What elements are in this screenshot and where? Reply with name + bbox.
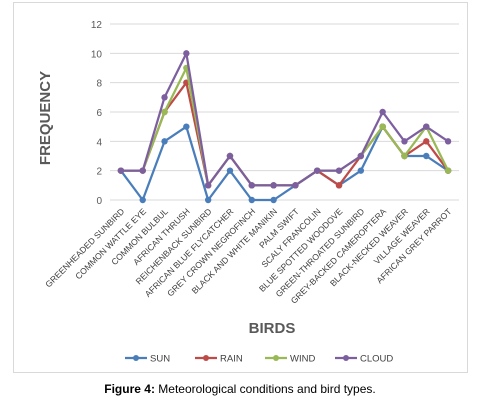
legend: SUN RAIN WIND CLOUD bbox=[125, 354, 393, 365]
data-point bbox=[444, 138, 452, 145]
legend-marker bbox=[133, 355, 139, 361]
data-point bbox=[183, 123, 190, 130]
y-axis-ticks: 0 2 4 6 8 10 12 bbox=[91, 20, 103, 207]
y-tick-label: 12 bbox=[91, 20, 103, 31]
legend-marker bbox=[273, 355, 279, 361]
data-point bbox=[161, 138, 168, 145]
series-lines bbox=[117, 50, 452, 204]
data-point bbox=[423, 123, 430, 130]
data-point bbox=[161, 94, 168, 101]
legend-label: CLOUD bbox=[360, 354, 393, 365]
legend-marker bbox=[343, 355, 349, 361]
x-tick-label: GREENHEADED SUNBIRD bbox=[43, 206, 126, 289]
data-point bbox=[139, 196, 146, 204]
y-tick-label: 4 bbox=[96, 137, 102, 148]
data-point bbox=[183, 50, 190, 57]
series-line bbox=[120, 125, 449, 202]
data-point bbox=[401, 152, 408, 160]
y-axis-title: FREQUENCY bbox=[37, 71, 54, 165]
data-point bbox=[335, 182, 343, 189]
data-point bbox=[117, 167, 125, 174]
data-point bbox=[248, 182, 255, 189]
data-point bbox=[270, 196, 277, 204]
legend-marker bbox=[203, 355, 209, 361]
series-cloud bbox=[117, 50, 452, 189]
data-point bbox=[139, 167, 146, 174]
data-point bbox=[379, 123, 386, 130]
gridlines bbox=[110, 23, 459, 201]
data-point bbox=[401, 138, 408, 145]
data-point bbox=[226, 152, 234, 160]
figure-caption: Figure 4: Meteorological conditions and … bbox=[0, 382, 480, 396]
data-point bbox=[248, 196, 255, 204]
legend-label: WIND bbox=[290, 354, 315, 365]
data-point bbox=[423, 152, 430, 160]
legend-item-rain: RAIN bbox=[195, 354, 243, 365]
data-point bbox=[161, 108, 168, 116]
caption-label: Figure 4: bbox=[104, 382, 155, 396]
legend-label: RAIN bbox=[220, 354, 243, 365]
chart-frame: 0 2 4 6 8 10 12 GREENHEADED SUNBIRD COMMON WATT… bbox=[13, 2, 468, 373]
legend-label: SUN bbox=[150, 354, 170, 365]
legend-item-wind: WIND bbox=[265, 354, 315, 365]
data-point bbox=[335, 167, 343, 174]
data-point bbox=[314, 167, 321, 174]
data-point bbox=[423, 138, 430, 145]
data-point bbox=[292, 182, 299, 189]
legend-item-cloud: CLOUD bbox=[335, 354, 393, 365]
y-tick-label: 2 bbox=[96, 167, 102, 178]
y-tick-label: 6 bbox=[96, 108, 102, 119]
caption-text: Meteorological conditions and bird types… bbox=[154, 382, 376, 396]
x-axis-title: BIRDS bbox=[249, 320, 296, 337]
y-tick-label: 10 bbox=[91, 49, 103, 60]
series-wind bbox=[117, 64, 452, 189]
data-point bbox=[444, 167, 452, 174]
data-point bbox=[379, 108, 386, 116]
data-point bbox=[357, 152, 365, 160]
data-point bbox=[204, 196, 212, 204]
data-point bbox=[204, 182, 212, 189]
y-tick-label: 8 bbox=[96, 79, 102, 90]
data-point bbox=[270, 182, 277, 189]
series-rain bbox=[117, 79, 452, 189]
data-point bbox=[226, 167, 234, 174]
legend-item-sun: SUN bbox=[125, 354, 170, 365]
y-tick-label: 0 bbox=[96, 196, 102, 207]
series-line bbox=[120, 52, 449, 187]
data-point bbox=[357, 167, 365, 174]
